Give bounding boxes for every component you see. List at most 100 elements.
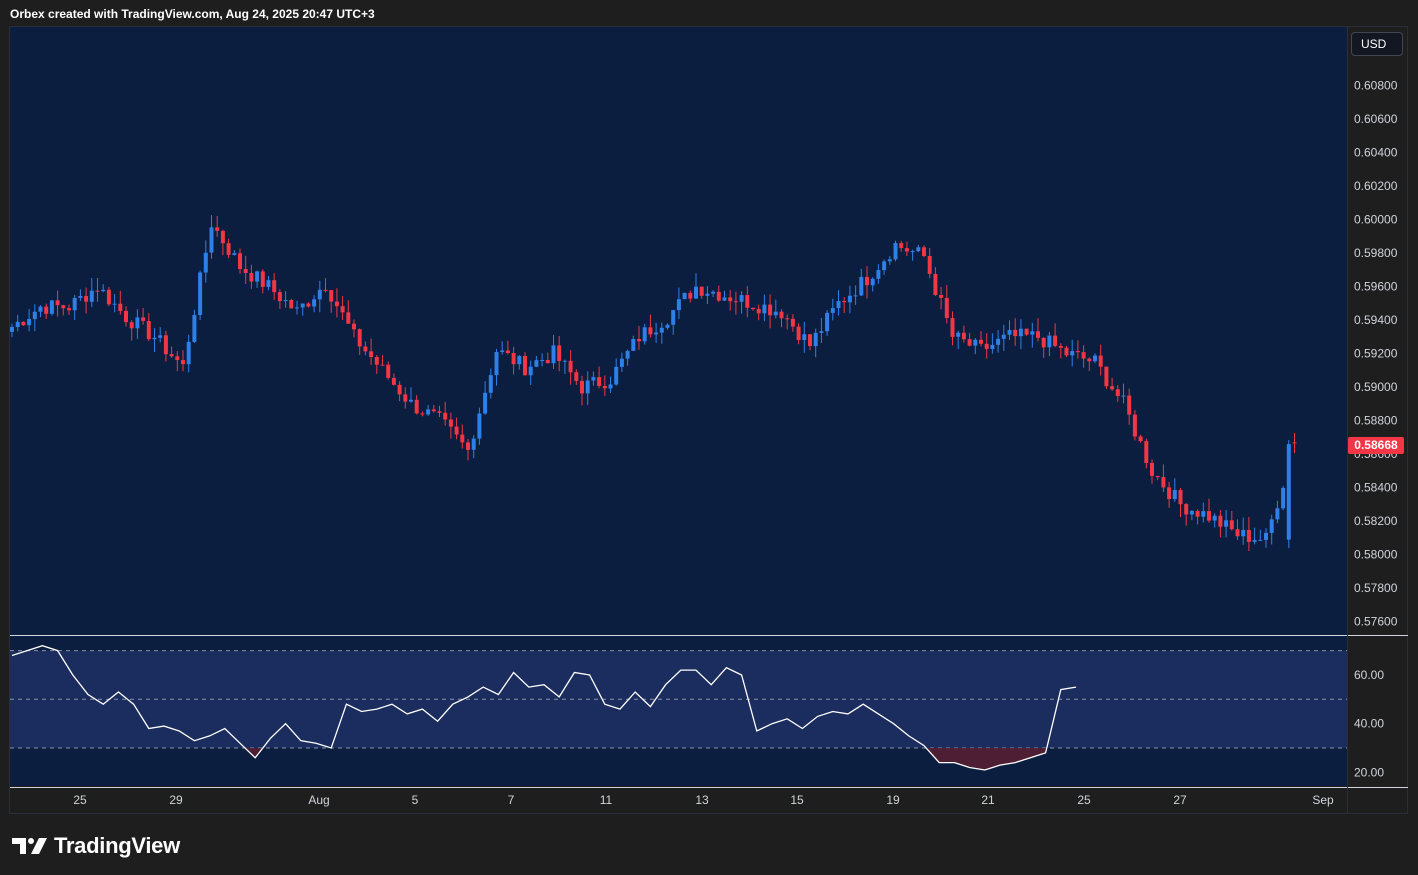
candle [1018,319,1023,350]
candle-body [1201,511,1206,517]
candle [728,289,733,311]
candle [124,306,128,327]
candle-body [466,442,470,450]
candle [1252,527,1257,545]
candle [870,277,875,292]
candle [181,350,185,372]
candle-body [1241,530,1246,537]
candle-body [585,380,590,394]
candle-body [101,289,106,292]
candle [648,314,653,338]
candle-body [517,356,522,365]
candle-body [768,304,773,316]
candle-body [1138,436,1143,442]
candle-body [1292,442,1297,444]
candle-body [460,434,465,443]
candle [61,304,66,316]
candle [768,294,773,329]
candle-body [711,291,716,294]
price-tick-label: 0.58800 [1354,414,1398,428]
candle [426,405,431,416]
candle-body [1064,347,1069,356]
candle [488,368,493,399]
candle [1235,519,1240,540]
candle [1127,388,1132,425]
time-tick-label: 13 [695,793,709,807]
candle [409,387,413,403]
candle [403,387,408,409]
candle [352,319,356,338]
candle [1207,498,1211,523]
candle-body [175,356,180,361]
candle [671,309,676,335]
candle [312,295,317,313]
candle-body [403,394,408,402]
rsi-oversold-fill [245,748,1047,770]
candle [1093,353,1097,363]
candle-body [694,286,698,299]
candle-body [146,321,151,340]
candle [220,229,225,256]
candle [625,349,630,366]
candle [694,273,698,299]
candle [1030,322,1035,348]
candle [614,358,619,386]
candle-body [984,343,989,349]
rsi-levels [10,650,1347,749]
candle [597,366,602,389]
candle-body [1207,511,1211,521]
candle-body [1281,487,1286,509]
candle [1172,478,1177,502]
candle [374,355,379,374]
time-tick-label: 19 [886,793,900,807]
candle-body [751,307,755,309]
candle [317,280,322,313]
candle [1036,318,1040,342]
candle-body [220,230,225,244]
candle-body [745,295,750,308]
candle [386,361,391,380]
candle [329,290,334,313]
candle [1041,337,1046,358]
candle-body [380,364,385,366]
chart-frame[interactable] [9,26,1408,814]
last-price-label: 0.58668 [1348,437,1404,454]
candle [141,308,146,325]
candle-body [893,243,898,260]
candle [1184,503,1189,526]
candle [112,294,117,313]
candle [939,286,944,310]
candle-body [779,311,784,319]
candle-body [739,295,744,302]
candle-body [55,300,60,306]
candle-body [1167,487,1172,499]
candle-body [283,300,288,302]
currency-selector[interactable]: USD [1351,32,1403,56]
time-tick-label: 29 [169,793,183,807]
candle-body [950,318,955,337]
candle-body [996,338,1001,345]
candle-body [568,360,573,373]
candle [819,318,824,343]
candle [876,264,881,284]
rsi-tick-label: 60.00 [1354,668,1384,682]
candle-body [591,377,596,381]
candle [996,330,1001,353]
candle-body [967,339,972,346]
candle [602,375,607,397]
candle-body [1161,477,1166,488]
candle-body [1224,520,1229,527]
candle-body [249,273,254,282]
candle-body [1053,335,1058,346]
candle-body [312,299,317,307]
candle-body [437,411,442,413]
candle-body [551,345,556,364]
price-tick-label: 0.60400 [1354,146,1398,160]
candle [95,278,100,302]
candle [1132,409,1137,441]
candle-body [688,292,693,299]
candle-body [431,409,436,412]
candle-body [1058,346,1063,348]
candle [899,240,904,252]
